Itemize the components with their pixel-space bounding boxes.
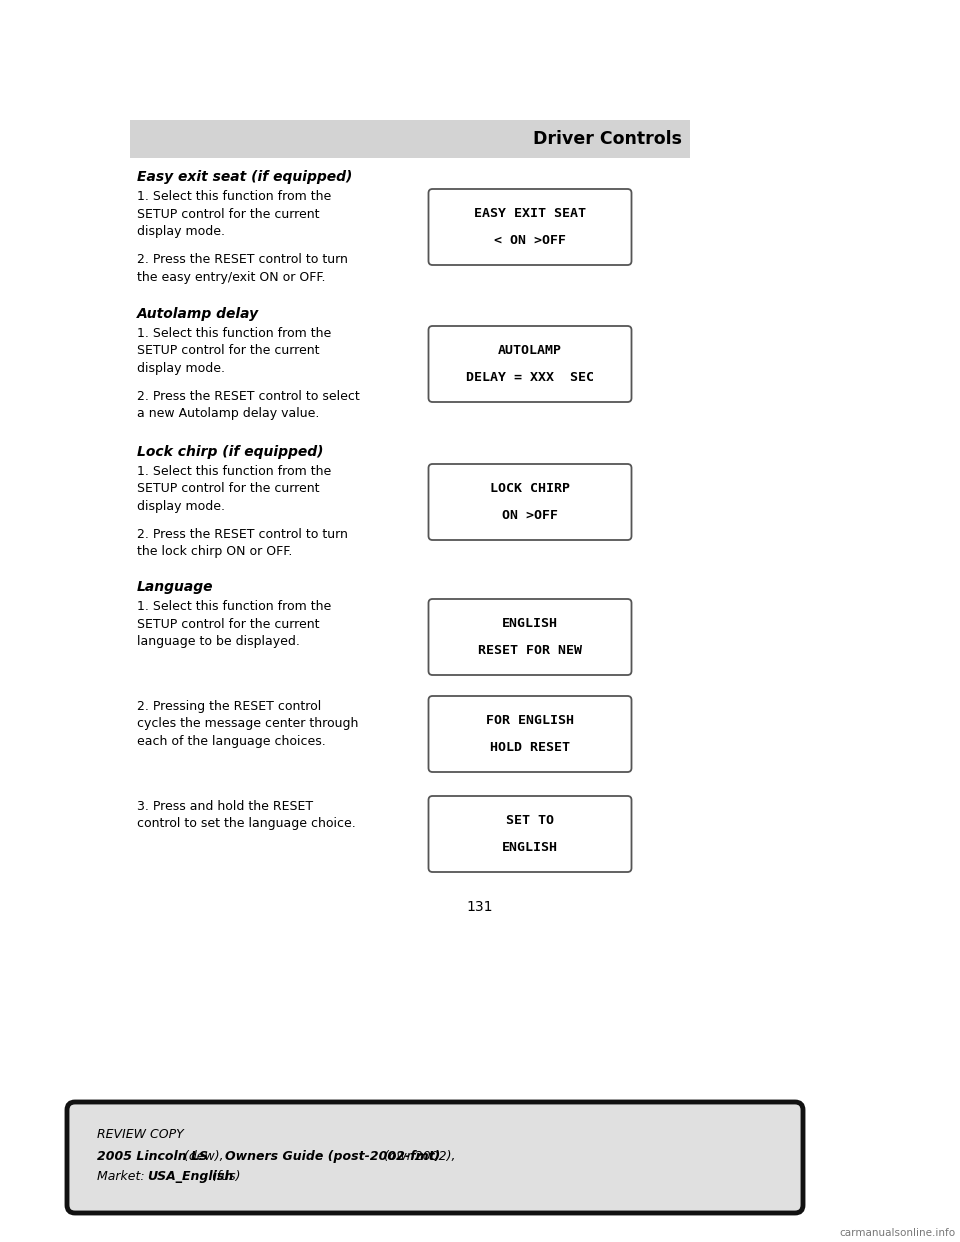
FancyBboxPatch shape: [428, 325, 632, 402]
Text: 2. Press the RESET control to select
a new Autolamp delay value.: 2. Press the RESET control to select a n…: [137, 390, 360, 421]
Text: 2. Pressing the RESET control
cycles the message center through
each of the lang: 2. Pressing the RESET control cycles the…: [137, 700, 358, 748]
Text: (fus): (fus): [208, 1170, 241, 1182]
Text: ON >OFF: ON >OFF: [502, 509, 558, 522]
Text: 2. Press the RESET control to turn
the easy entry/exit ON or OFF.: 2. Press the RESET control to turn the e…: [137, 253, 348, 283]
Text: Autolamp delay: Autolamp delay: [137, 307, 259, 320]
Text: 1. Select this function from the
SETUP control for the current
language to be di: 1. Select this function from the SETUP c…: [137, 600, 331, 648]
Text: RESET FOR NEW: RESET FOR NEW: [478, 645, 582, 657]
Text: HOLD RESET: HOLD RESET: [490, 741, 570, 754]
FancyBboxPatch shape: [428, 189, 632, 265]
Text: 3. Press and hold the RESET
control to set the language choice.: 3. Press and hold the RESET control to s…: [137, 800, 356, 831]
Text: SET TO: SET TO: [506, 814, 554, 827]
Text: Easy exit seat (if equipped): Easy exit seat (if equipped): [137, 170, 352, 184]
Text: Language: Language: [137, 580, 213, 594]
Text: (own2002),: (own2002),: [380, 1150, 456, 1163]
Bar: [130, 120, 690, 158]
Text: ENGLISH: ENGLISH: [502, 841, 558, 854]
Text: Lock chirp (if equipped): Lock chirp (if equipped): [137, 445, 324, 460]
Text: AUTOLAMP: AUTOLAMP: [498, 344, 562, 356]
Text: Owners Guide (post-2002-fmt): Owners Guide (post-2002-fmt): [225, 1150, 440, 1163]
Text: 1. Select this function from the
SETUP control for the current
display mode.: 1. Select this function from the SETUP c…: [137, 327, 331, 375]
FancyBboxPatch shape: [428, 796, 632, 872]
Text: 131: 131: [467, 900, 493, 914]
Text: ENGLISH: ENGLISH: [502, 617, 558, 630]
Text: 2005 Lincoln LS: 2005 Lincoln LS: [97, 1150, 208, 1163]
FancyBboxPatch shape: [428, 465, 632, 540]
Text: 1. Select this function from the
SETUP control for the current
display mode.: 1. Select this function from the SETUP c…: [137, 465, 331, 513]
Text: Market:: Market:: [97, 1170, 153, 1182]
Text: carmanualsonline.info: carmanualsonline.info: [839, 1228, 955, 1238]
Text: (dew),: (dew),: [180, 1150, 228, 1163]
Text: 1. Select this function from the
SETUP control for the current
display mode.: 1. Select this function from the SETUP c…: [137, 190, 331, 238]
FancyBboxPatch shape: [428, 599, 632, 674]
FancyBboxPatch shape: [67, 1102, 803, 1213]
Text: FOR ENGLISH: FOR ENGLISH: [486, 714, 574, 727]
Text: DELAY = XXX  SEC: DELAY = XXX SEC: [466, 371, 594, 384]
Text: USA_English: USA_English: [147, 1170, 233, 1182]
Text: 2. Press the RESET control to turn
the lock chirp ON or OFF.: 2. Press the RESET control to turn the l…: [137, 528, 348, 559]
Text: EASY EXIT SEAT: EASY EXIT SEAT: [474, 207, 586, 220]
Text: REVIEW COPY: REVIEW COPY: [97, 1128, 183, 1141]
Text: Driver Controls: Driver Controls: [533, 130, 682, 148]
Text: < ON >OFF: < ON >OFF: [494, 233, 566, 247]
Text: LOCK CHIRP: LOCK CHIRP: [490, 482, 570, 494]
FancyBboxPatch shape: [428, 696, 632, 773]
